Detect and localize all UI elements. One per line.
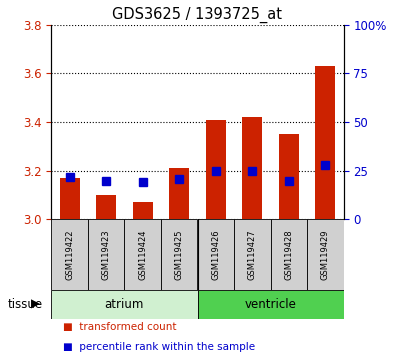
Text: tissue: tissue [8, 298, 43, 311]
Title: GDS3625 / 1393725_at: GDS3625 / 1393725_at [113, 7, 282, 23]
Bar [198, 290, 344, 319]
Bar [279, 134, 299, 219]
Bar [206, 120, 226, 219]
Bar [242, 117, 262, 219]
Text: GSM119429: GSM119429 [321, 230, 330, 280]
Bar [88, 219, 124, 290]
Bar [51, 290, 198, 319]
Text: ventricle: ventricle [245, 298, 297, 311]
Bar [307, 219, 344, 290]
Bar [234, 219, 271, 290]
Bar [60, 178, 80, 219]
Bar [124, 219, 161, 290]
Text: GSM119422: GSM119422 [65, 230, 74, 280]
Bar [133, 202, 153, 219]
Text: GSM119425: GSM119425 [175, 230, 184, 280]
Text: GSM119423: GSM119423 [102, 229, 111, 280]
Bar [315, 66, 335, 219]
Bar [161, 219, 198, 290]
Bar [198, 219, 234, 290]
Text: atrium: atrium [105, 298, 144, 311]
Text: GSM119424: GSM119424 [138, 230, 147, 280]
Bar [51, 219, 88, 290]
Text: GSM119427: GSM119427 [248, 229, 257, 280]
Text: ■  percentile rank within the sample: ■ percentile rank within the sample [63, 342, 255, 352]
Text: ▶: ▶ [30, 298, 40, 311]
Bar [96, 195, 116, 219]
Text: GSM119426: GSM119426 [211, 229, 220, 280]
Text: GSM119428: GSM119428 [284, 229, 293, 280]
Bar [169, 169, 189, 219]
Text: ■  transformed count: ■ transformed count [63, 322, 177, 332]
Bar [271, 219, 307, 290]
